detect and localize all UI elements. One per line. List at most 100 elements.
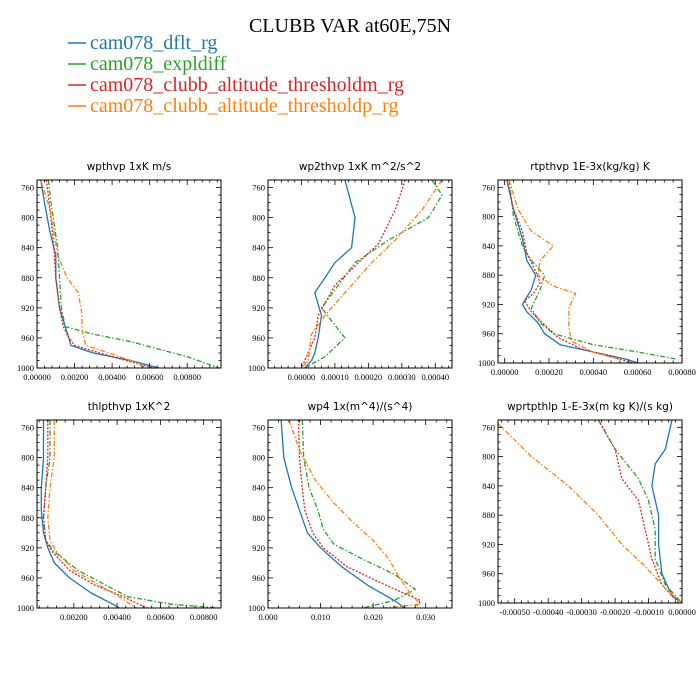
y-tick-label: 840	[252, 483, 265, 493]
x-tick-label: 0.00000	[668, 607, 696, 617]
x-tick-label: 0.00000	[288, 372, 316, 382]
x-tick-label: -0.00040	[533, 607, 563, 617]
panel-title: wp4 1x(m^4)/(s^4)	[308, 401, 413, 413]
legend-entry-1: cam078_dflt_rg	[90, 32, 217, 54]
panel-title: wprtpthlp 1-E-3x(m kg K)/(s kg)	[507, 401, 673, 413]
y-tick-label: 800	[252, 213, 265, 223]
y-tick-label: 760	[482, 182, 495, 192]
panel-title: wp2thvp 1xK m^2/s^2	[299, 161, 421, 173]
x-tick-label: 0.00040	[580, 367, 608, 377]
legend-entry-4: cam078_clubb_altitude_thresholdp_rg	[90, 95, 398, 117]
y-tick-label: 960	[252, 573, 265, 583]
series-line-4	[508, 180, 621, 360]
legend: cam078_dflt_rgcam078_expldiffcam078_club…	[68, 32, 404, 117]
y-tick-label: 760	[252, 423, 265, 433]
panel-title: rtpthvp 1E-3x(kg/kg) K	[530, 161, 651, 173]
x-tick-label: 0.000	[258, 612, 277, 622]
series-line-3	[297, 420, 422, 608]
y-tick-label: 920	[482, 299, 495, 309]
x-tick-label: 0.030	[416, 612, 435, 622]
x-tick-label: 0.00010	[321, 372, 349, 382]
series-group	[280, 420, 422, 608]
plot-frame	[497, 179, 683, 364]
x-tick-label: 0.00030	[388, 372, 416, 382]
series-line-1	[40, 180, 160, 368]
x-tick-label: 0.00020	[355, 372, 383, 382]
y-tick-label: 800	[252, 453, 265, 463]
series-group	[506, 180, 678, 363]
y-tick-label: 760	[482, 422, 495, 432]
y-tick-label: 1000	[248, 603, 265, 613]
x-tick-label: -0.00030	[566, 607, 596, 617]
panel-title: thlpthvp 1xK^2	[88, 401, 171, 413]
series-line-3	[506, 180, 634, 363]
x-tick-label: 0.00600	[147, 612, 175, 622]
x-tick-label: 0.00400	[103, 612, 131, 622]
y-tick-label: 840	[482, 481, 495, 491]
x-tick-label: 0.010	[311, 612, 330, 622]
series-line-2	[597, 420, 682, 603]
series-line-4	[288, 420, 422, 608]
y-tick-label: 760	[21, 423, 34, 433]
y-tick-label: 880	[21, 273, 34, 283]
series-line-4	[498, 423, 682, 603]
y-tick-label: 840	[482, 241, 495, 251]
x-tick-label: 0.00040	[421, 372, 449, 382]
plot-frame	[267, 179, 453, 369]
series-group	[300, 180, 443, 368]
x-tick-label: 0.00000	[23, 372, 51, 382]
panel-6: wprtpthlp 1-E-3x(m kg K)/(s kg) 760 800 840…	[478, 401, 696, 617]
legend-entry-3: cam078_clubb_altitude_thresholdm_rg	[90, 74, 404, 96]
y-tick-label: 1000	[478, 358, 495, 368]
x-tick-label: -0.00010	[633, 607, 663, 617]
y-tick-label: 760	[252, 183, 265, 193]
series-line-2	[47, 180, 220, 368]
series-line-1	[280, 420, 406, 608]
series-line-3	[45, 180, 154, 368]
x-tick-label: 0.00800	[173, 372, 201, 382]
y-tick-label: 800	[21, 453, 34, 463]
panel-4: thlpthvp 1xK^2 760 800 840 880 920 960 1000 0.00…	[17, 401, 222, 622]
series-line-2	[508, 180, 678, 360]
plot-frame	[497, 419, 683, 604]
series-line-1	[506, 180, 638, 363]
y-tick-label: 920	[482, 539, 495, 549]
y-tick-label: 1000	[478, 598, 495, 608]
panels: wpthvp 1xK m/s76080084088092096010000.00…	[17, 161, 696, 622]
x-tick-label: 0.00200	[61, 372, 89, 382]
series-line-4	[301, 180, 443, 368]
plot-frame	[36, 419, 222, 609]
series-line-3	[597, 420, 680, 603]
x-tick-label: -0.00020	[600, 607, 630, 617]
y-tick-label: 880	[21, 513, 34, 523]
y-tick-label: 960	[482, 569, 495, 579]
y-tick-label: 920	[21, 303, 34, 313]
plot-frame	[267, 419, 453, 609]
y-tick-label: 960	[21, 573, 34, 583]
y-tick-label: 1000	[248, 363, 265, 373]
y-tick-label: 960	[482, 329, 495, 339]
y-tick-label: 840	[252, 243, 265, 253]
panel-title: wpthvp 1xK m/s	[87, 161, 172, 173]
series-line-3	[42, 420, 148, 608]
y-tick-label: 920	[252, 543, 265, 553]
y-tick-label: 760	[21, 183, 34, 193]
series-line-2	[301, 420, 416, 608]
y-tick-label: 840	[21, 243, 34, 253]
series-group	[40, 180, 220, 368]
series-line-4	[40, 180, 147, 368]
x-tick-label: 0.00200	[60, 612, 88, 622]
x-tick-label: 0.00600	[136, 372, 164, 382]
series-group	[40, 420, 219, 608]
series-group	[498, 420, 682, 603]
y-tick-label: 880	[252, 273, 265, 283]
y-tick-label: 840	[21, 483, 34, 493]
legend-entry-2: cam078_expldiff	[90, 53, 227, 75]
y-tick-label: 800	[21, 213, 34, 223]
y-tick-label: 800	[482, 452, 495, 462]
y-tick-label: 1000	[17, 603, 34, 613]
x-tick-label: 0.00000	[491, 367, 519, 377]
series-line-1	[651, 420, 682, 603]
x-tick-label: -0.00050	[499, 607, 529, 617]
